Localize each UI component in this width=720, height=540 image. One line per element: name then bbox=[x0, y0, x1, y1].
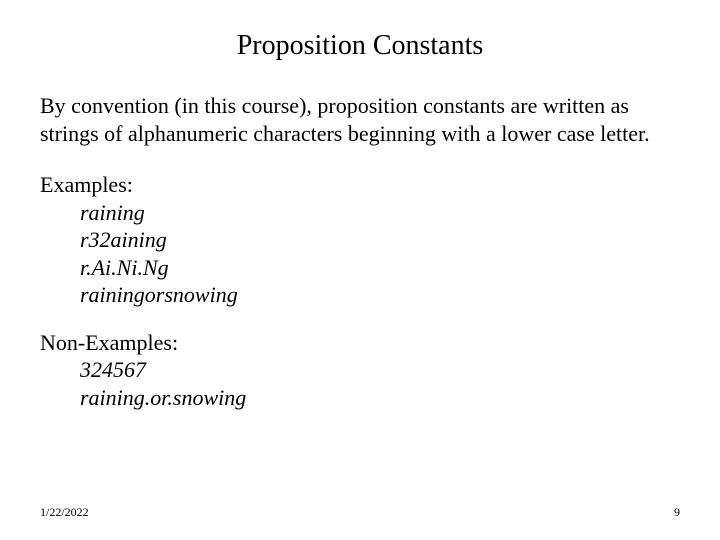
examples-block: Examples: raining r32aining r.Ai.Ni.Ng r… bbox=[40, 171, 680, 309]
intro-paragraph: By convention (in this course), proposit… bbox=[40, 92, 680, 147]
examples-list: raining r32aining r.Ai.Ni.Ng rainingorsn… bbox=[80, 199, 680, 309]
list-item: raining bbox=[80, 199, 680, 227]
list-item: raining.or.snowing bbox=[80, 384, 680, 412]
slide-footer: 1/22/2022 9 bbox=[40, 505, 680, 520]
list-item: r.Ai.Ni.Ng bbox=[80, 254, 680, 282]
footer-date: 1/22/2022 bbox=[40, 505, 89, 520]
list-item: rainingorsnowing bbox=[80, 281, 680, 309]
nonexamples-list: 324567 raining.or.snowing bbox=[80, 356, 680, 411]
slide-title: Proposition Constants bbox=[40, 30, 680, 62]
nonexamples-block: Non-Examples: 324567 raining.or.snowing bbox=[40, 329, 680, 412]
footer-page-number: 9 bbox=[674, 505, 680, 520]
examples-label: Examples: bbox=[40, 171, 680, 199]
list-item: r32aining bbox=[80, 226, 680, 254]
nonexamples-label: Non-Examples: bbox=[40, 329, 680, 357]
list-item: 324567 bbox=[80, 356, 680, 384]
